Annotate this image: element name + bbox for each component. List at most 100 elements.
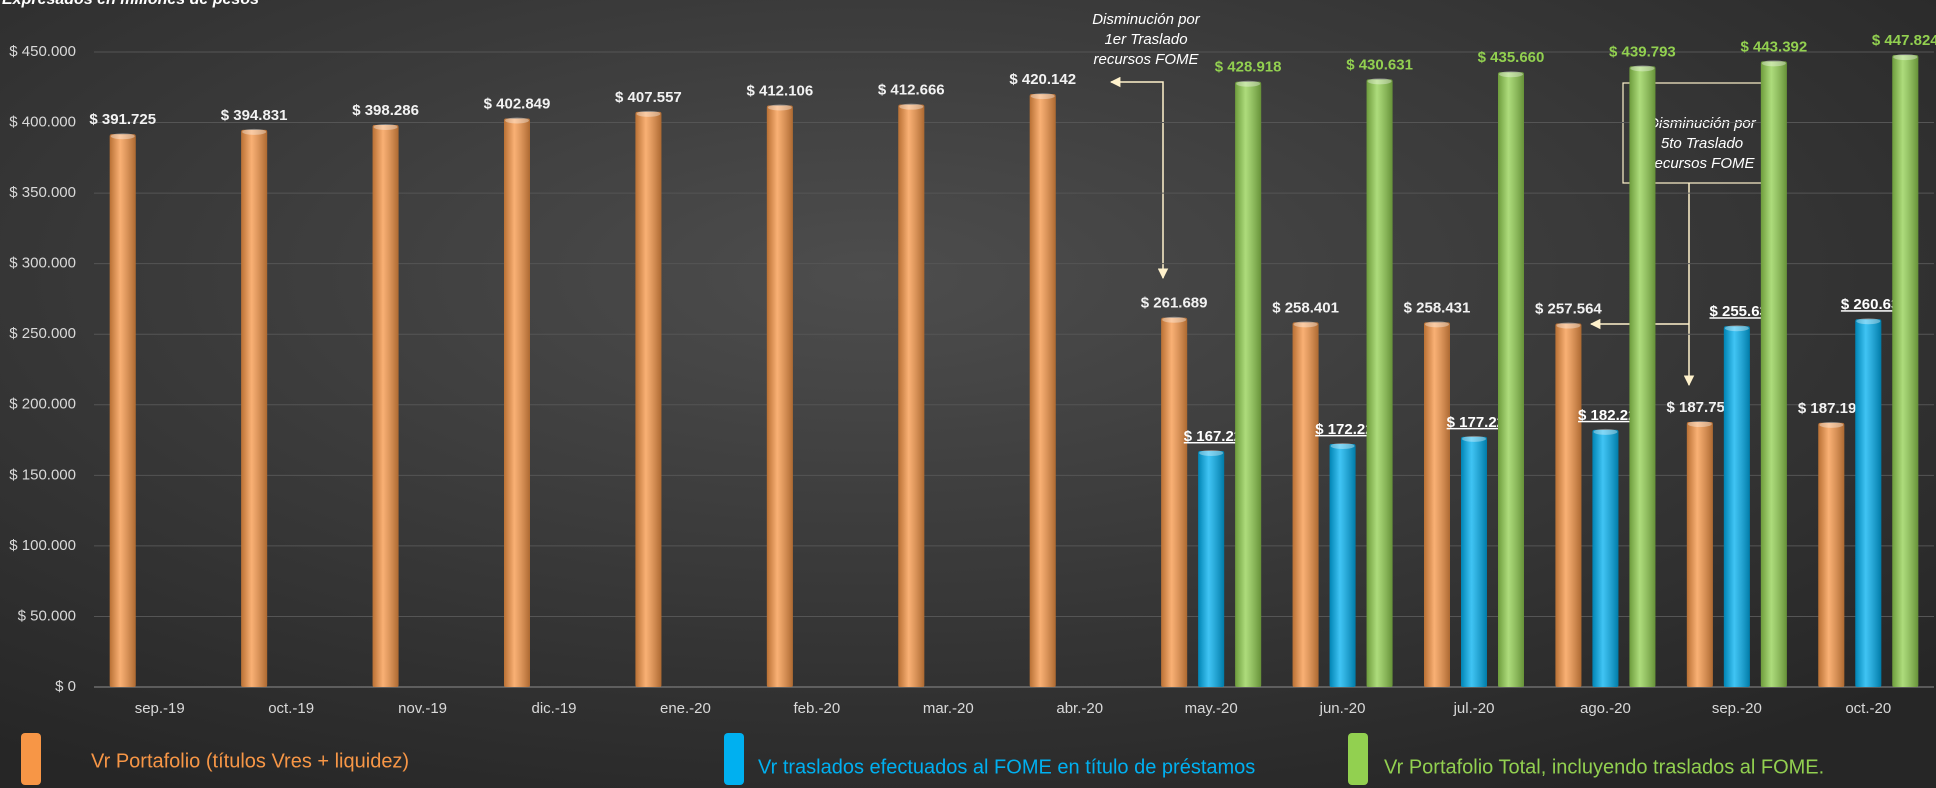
bar-cap	[1236, 80, 1261, 87]
y-tick-label: $ 250.000	[9, 325, 76, 342]
annotation-2: Disminución por 5to Traslado recursos FOME	[1589, 82, 1782, 387]
annotation-text: 1er Traslado	[1104, 31, 1187, 48]
bar-shine	[1723, 326, 1750, 687]
bar-cap	[1293, 321, 1318, 328]
value-label: $ 261.689	[1141, 295, 1208, 312]
legend-swatch	[1348, 733, 1368, 785]
x-tick-label: sep.-20	[1712, 700, 1762, 717]
bar-shine	[1424, 322, 1450, 687]
x-tick-label: may.-20	[1185, 700, 1238, 717]
y-tick-label: $ 100.000	[9, 537, 76, 554]
bar-shine	[1760, 61, 1787, 687]
chart-title: Expresados en millones de pesos	[2, 0, 259, 8]
value-label: $ 177.229	[1447, 414, 1514, 431]
bar-shine	[241, 129, 268, 687]
bar-shine	[1292, 322, 1319, 687]
value-label: $ 412.666	[878, 82, 945, 99]
value-label: $ 447.824	[1872, 32, 1936, 49]
x-tick-label: mar.-20	[923, 700, 974, 717]
annotation-arrow	[1109, 76, 1169, 280]
bar-shine	[898, 104, 925, 687]
bar-cap	[1367, 78, 1392, 85]
value-label: $ 420.142	[1009, 71, 1076, 88]
y-tick-label: $ 450.000	[9, 43, 76, 60]
bar-shine	[635, 111, 662, 688]
x-tick-label: abr.-20	[1056, 700, 1103, 717]
value-label: $ 407.557	[615, 89, 682, 106]
annotation-text: Disminución por	[1092, 11, 1201, 28]
bar-cap	[1630, 65, 1655, 72]
bar-cap	[1893, 54, 1918, 61]
legend-label: Vr Portafolio (títulos Vres + liquidez)	[91, 750, 409, 772]
value-label: $ 394.831	[221, 107, 288, 124]
y-tick-label: $ 0	[55, 678, 76, 695]
legend-swatch	[21, 733, 41, 785]
annotation-text: recursos FOME	[1093, 51, 1199, 68]
bar-shine	[1235, 81, 1262, 688]
value-label: $ 435.660	[1478, 49, 1545, 66]
value-label: $ 428.918	[1215, 59, 1282, 76]
value-label: $ 260.634	[1841, 296, 1908, 313]
x-tick-label: nov.-19	[398, 700, 447, 717]
annotation-1: Disminución por 1er Traslado recursos FOME	[1092, 11, 1201, 280]
annotation-text: Disminución por	[1648, 115, 1757, 132]
y-tick-label: $ 300.000	[9, 255, 76, 272]
value-label: $ 258.431	[1404, 299, 1471, 316]
x-tick-label: dic.-19	[531, 700, 576, 717]
bar-cap	[1556, 322, 1581, 329]
bar-cap	[110, 133, 135, 140]
legend-label: Vr traslados efectuados al FOME en títul…	[758, 756, 1255, 778]
bar-shine	[1592, 429, 1619, 687]
bar-cap	[767, 104, 792, 111]
x-tick-label: feb.-20	[794, 700, 841, 717]
bar-shine	[1366, 79, 1393, 688]
y-tick-label: $ 200.000	[9, 396, 76, 413]
legend-label: Vr Portafolio Total, incluyendo traslado…	[1384, 756, 1824, 778]
value-label: $ 255.634	[1709, 303, 1776, 320]
x-tick-label: ago.-20	[1580, 700, 1631, 717]
bar-cap	[636, 110, 661, 117]
x-tick-label: sep.-19	[135, 700, 185, 717]
value-label: $ 187.758	[1666, 399, 1733, 416]
value-label: $ 439.793	[1609, 43, 1676, 60]
value-label: $ 412.106	[746, 82, 813, 99]
bar-shine	[1855, 319, 1882, 687]
annotation-text: 5to Traslado	[1661, 135, 1743, 152]
bar-cap	[1462, 435, 1486, 442]
value-label: $ 430.631	[1346, 56, 1413, 73]
y-tick-label: $ 350.000	[9, 184, 76, 201]
value-label: $ 182.229	[1578, 407, 1645, 424]
x-tick-label: ene.-20	[660, 700, 711, 717]
bar-cap	[899, 103, 924, 110]
value-label: $ 398.286	[352, 102, 419, 119]
x-tick-label: oct.-20	[1845, 700, 1891, 717]
value-label: $ 187.190	[1798, 400, 1865, 417]
bar-shine	[1686, 422, 1713, 687]
bar-cap	[1856, 318, 1881, 325]
bar-shine	[1161, 317, 1188, 687]
value-label: $ 258.401	[1272, 299, 1339, 316]
value-label: $ 391.725	[89, 111, 156, 128]
bar-shine	[1198, 451, 1225, 687]
bar-cap	[1499, 71, 1523, 78]
bar-cap	[1199, 450, 1224, 457]
y-tick-label: $ 50.000	[18, 607, 76, 624]
bar-cap	[373, 123, 398, 130]
bar-cap	[1593, 428, 1618, 435]
x-tick-label: jun.-20	[1319, 700, 1366, 717]
x-tick-label: jul.-20	[1453, 700, 1495, 717]
bar-cap	[505, 117, 529, 124]
bar-shine	[109, 134, 136, 688]
bar-shine	[1029, 94, 1056, 688]
value-label: $ 172.229	[1315, 421, 1382, 438]
bar-shine	[766, 105, 793, 687]
bar-cap	[1687, 421, 1712, 428]
value-label: $ 402.849	[484, 96, 551, 113]
bar-cap	[1819, 421, 1844, 428]
bar-shine	[1498, 72, 1524, 687]
bar-cap	[1724, 325, 1749, 332]
value-label: $ 167.229	[1184, 428, 1251, 445]
bar-shine	[372, 124, 399, 688]
value-label: $ 443.392	[1740, 38, 1807, 55]
